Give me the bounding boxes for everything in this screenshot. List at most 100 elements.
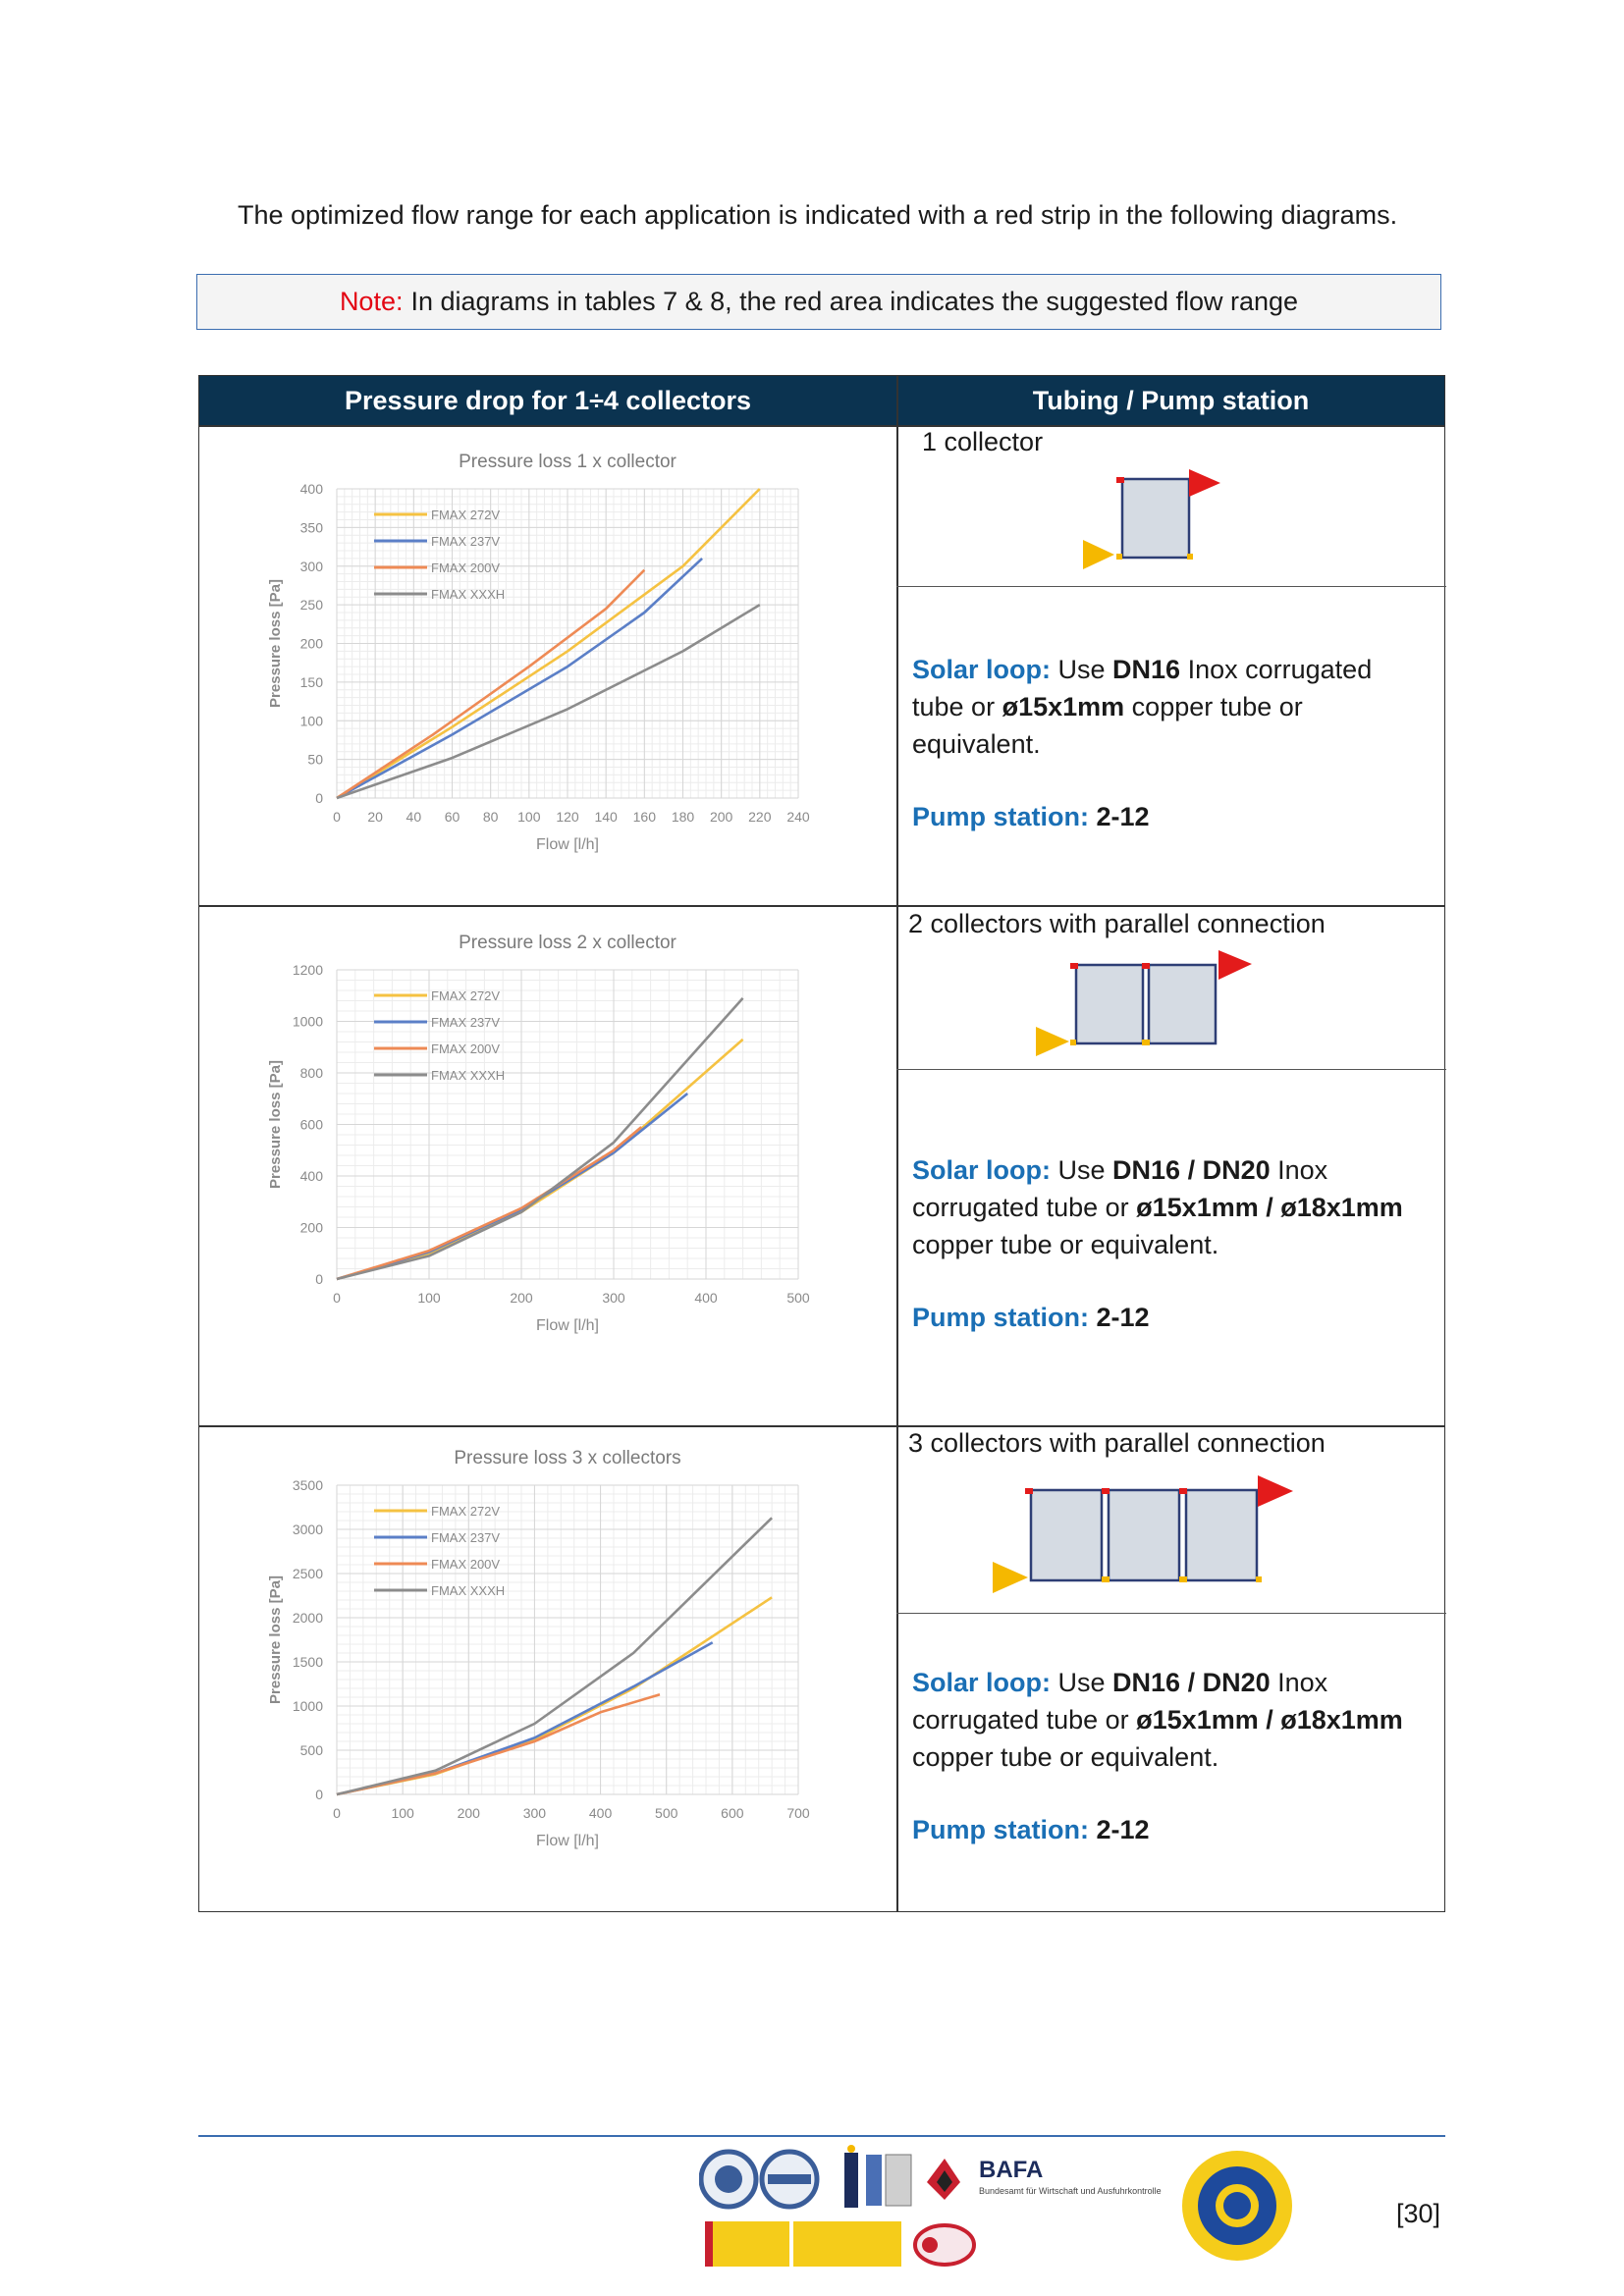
x-tick-label: 500 [786,1290,810,1306]
x-tick-label: 60 [445,809,460,825]
inlet-arrow-icon [1036,1027,1069,1056]
chart-title: Pressure loss 3 x collectors [454,1448,680,1468]
row-divider [199,905,1444,907]
x-tick-label: 120 [556,809,579,825]
y-tick-label: 1200 [293,962,323,978]
column-divider [896,376,898,1911]
y-tick-label: 100 [300,713,324,728]
legend-entry: FMAX 200V [431,1557,500,1572]
series-line [336,997,744,1281]
legend-entry: FMAX 237V [431,534,500,549]
government-spain-logo-icon [705,2221,901,2267]
inlet-connector [1187,554,1193,560]
series-line [336,603,761,800]
series-line [336,1517,774,1796]
y-tick-label: 400 [300,481,324,497]
y-tick-label: 800 [300,1065,324,1081]
chart-title: Pressure loss 2 x collector [459,933,677,953]
x-tick-label: 700 [786,1805,810,1821]
intro-paragraph: The optimized flow range for each applic… [238,200,1398,230]
chart-title: Pressure loss 1 x collector [459,452,677,472]
pump-station-text: Pump station: 2-12 [912,1303,1150,1332]
legend-entry: FMAX 237V [431,1530,500,1545]
x-tick-label: 240 [786,809,810,825]
legend-entry: FMAX 200V [431,1041,500,1056]
outlet-connector [1116,477,1124,483]
note-text: In diagrams in tables 7 & 8, the red are… [410,287,1299,316]
collector-schematic-3 [993,1475,1293,1593]
keymark-logo-icon [844,2145,858,2208]
y-tick-label: 1000 [293,1014,323,1030]
x-tick-label: 0 [333,1805,341,1821]
x-tick-label: 300 [523,1805,547,1821]
row-divider [199,425,1444,427]
row-divider [199,1425,1444,1427]
x-axis-label: Flow [l/h] [536,836,599,853]
solar-loop-text: Solar loop: Use DN16 Inox corrugated tub… [912,655,1373,759]
x-tick-label: 80 [483,809,499,825]
series-line [336,1693,661,1796]
collector-panel [1184,1488,1259,1582]
y-tick-label: 3000 [293,1522,323,1537]
x-tick-label: 400 [694,1290,718,1306]
x-tick-label: 500 [655,1805,678,1821]
inlet-connector [1179,1576,1187,1582]
x-tick-label: 0 [333,1290,341,1306]
legend-entry: FMAX 272V [431,1504,500,1519]
y-tick-label: 1000 [293,1698,323,1714]
y-tick-label: 150 [300,674,324,690]
outlet-arrow-icon [1258,1475,1293,1507]
x-tick-label: 100 [391,1805,414,1821]
y-axis-label: Pressure loss [Pa] [267,1060,284,1189]
series-line [336,1126,643,1281]
cell-divider [896,1069,1446,1070]
x-tick-label: 400 [589,1805,613,1821]
outlet-connector [1179,1488,1187,1494]
y-tick-label: 0 [315,1271,323,1287]
pressure-loss-chart-3: Pressure loss 3 x collectors 0 100 200 300 40… [267,1448,810,1849]
legend-entry: FMAX XXXH [431,1583,505,1598]
y-tick-label: 3500 [293,1477,323,1493]
series-line [336,488,761,800]
config-title: 1 collector [922,427,1044,456]
inlet-connector [1102,1576,1110,1582]
config-title: 2 collectors with parallel connection [908,909,1326,938]
x-tick-label: 220 [748,809,772,825]
y-tick-label: 400 [300,1168,324,1184]
y-tick-label: 300 [300,559,324,574]
x-tick-label: 200 [458,1805,481,1821]
inlet-connector [1116,554,1122,560]
x-tick-label: 200 [510,1290,533,1306]
y-tick-label: 350 [300,519,324,535]
x-tick-label: 20 [367,809,383,825]
legend-entry: FMAX XXXH [431,1068,505,1083]
outlet-connector [1070,963,1078,969]
y-tick-label: 50 [307,752,323,768]
cell-divider [896,586,1446,587]
certification-stamp-icon [913,2223,976,2267]
legend-entry: FMAX 237V [431,1015,500,1030]
collector-panel [1029,1488,1104,1582]
collector-panel [1107,1488,1181,1582]
collector-schematic-1 [1083,469,1220,569]
y-tick-label: 0 [315,1787,323,1802]
config-title: 3 collectors with parallel connection [908,1428,1326,1458]
collector-schematic-2 [1036,950,1252,1056]
collector-table: Pressure drop for 1÷4 collectors Tubing … [198,375,1446,1912]
solar-loop-text: Solar loop: Use DN16 / DN20 Inox corruga… [912,1668,1403,1772]
pump-station-text: Pump station: 2-12 [912,802,1150,831]
collector-panel [1074,963,1145,1045]
y-tick-label: 200 [300,636,324,652]
x-axis-label: Flow [l/h] [536,1833,599,1849]
pressure-loss-chart-1: Pressure loss 1 x collector 0 20 40 60 80 100 1… [267,452,810,853]
cell-divider [896,1613,1446,1614]
footer-rule [198,2135,1445,2137]
y-tick-label: 2000 [293,1610,323,1626]
collector-panel [1147,963,1218,1045]
legend-entry: FMAX 272V [431,507,500,522]
x-tick-label: 600 [721,1805,744,1821]
x-tick-label: 100 [517,809,541,825]
note-box: Note: In diagrams in tables 7 & 8, the r… [196,274,1441,330]
outlet-connector [1025,1488,1033,1494]
certification-seal-icon [759,2149,820,2210]
